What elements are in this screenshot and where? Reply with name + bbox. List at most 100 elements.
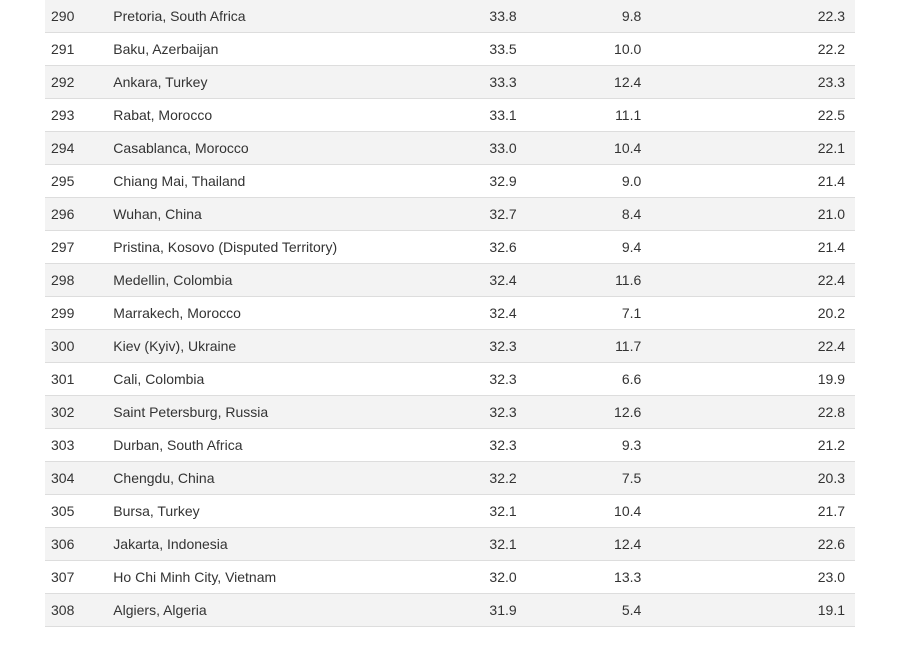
table-row: 291Baku, Azerbaijan33.510.022.2 xyxy=(45,33,855,66)
city-cell: Ankara, Turkey xyxy=(107,66,398,99)
value3-cell: 22.4 xyxy=(647,264,855,297)
value3-cell: 22.2 xyxy=(647,33,855,66)
value1-cell: 32.1 xyxy=(398,528,523,561)
rank-cell: 308 xyxy=(45,594,107,627)
rank-cell: 301 xyxy=(45,363,107,396)
value1-cell: 33.8 xyxy=(398,0,523,33)
value2-cell: 11.7 xyxy=(523,330,648,363)
value2-cell: 10.4 xyxy=(523,495,648,528)
value3-cell: 19.1 xyxy=(647,594,855,627)
value3-cell: 21.2 xyxy=(647,429,855,462)
rank-cell: 299 xyxy=(45,297,107,330)
rank-cell: 293 xyxy=(45,99,107,132)
city-cell: Durban, South Africa xyxy=(107,429,398,462)
value3-cell: 22.4 xyxy=(647,330,855,363)
value2-cell: 7.1 xyxy=(523,297,648,330)
table-row: 297Pristina, Kosovo (Disputed Territory)… xyxy=(45,231,855,264)
table-row: 305Bursa, Turkey32.110.421.7 xyxy=(45,495,855,528)
city-cell: Cali, Colombia xyxy=(107,363,398,396)
value1-cell: 32.3 xyxy=(398,330,523,363)
value1-cell: 33.5 xyxy=(398,33,523,66)
value2-cell: 11.1 xyxy=(523,99,648,132)
value2-cell: 5.4 xyxy=(523,594,648,627)
value3-cell: 23.3 xyxy=(647,66,855,99)
rank-cell: 306 xyxy=(45,528,107,561)
table-row: 308Algiers, Algeria31.95.419.1 xyxy=(45,594,855,627)
rank-cell: 298 xyxy=(45,264,107,297)
table-row: 299Marrakech, Morocco32.47.120.2 xyxy=(45,297,855,330)
rank-cell: 307 xyxy=(45,561,107,594)
rank-cell: 292 xyxy=(45,66,107,99)
data-table: 290Pretoria, South Africa33.89.822.3291B… xyxy=(45,0,855,627)
value1-cell: 32.1 xyxy=(398,495,523,528)
table-row: 300Kiev (Kyiv), Ukraine32.311.722.4 xyxy=(45,330,855,363)
table-row: 304Chengdu, China32.27.520.3 xyxy=(45,462,855,495)
city-cell: Wuhan, China xyxy=(107,198,398,231)
value2-cell: 12.4 xyxy=(523,66,648,99)
value3-cell: 21.4 xyxy=(647,231,855,264)
value2-cell: 10.0 xyxy=(523,33,648,66)
value2-cell: 7.5 xyxy=(523,462,648,495)
rank-cell: 296 xyxy=(45,198,107,231)
value1-cell: 33.0 xyxy=(398,132,523,165)
value3-cell: 22.3 xyxy=(647,0,855,33)
value2-cell: 13.3 xyxy=(523,561,648,594)
table-row: 307Ho Chi Minh City, Vietnam32.013.323.0 xyxy=(45,561,855,594)
table-row: 301Cali, Colombia32.36.619.9 xyxy=(45,363,855,396)
city-cell: Medellin, Colombia xyxy=(107,264,398,297)
value3-cell: 22.6 xyxy=(647,528,855,561)
value2-cell: 10.4 xyxy=(523,132,648,165)
value2-cell: 11.6 xyxy=(523,264,648,297)
rank-cell: 295 xyxy=(45,165,107,198)
rank-cell: 300 xyxy=(45,330,107,363)
value3-cell: 23.0 xyxy=(647,561,855,594)
rank-cell: 305 xyxy=(45,495,107,528)
city-cell: Pretoria, South Africa xyxy=(107,0,398,33)
city-cell: Pristina, Kosovo (Disputed Territory) xyxy=(107,231,398,264)
city-cell: Marrakech, Morocco xyxy=(107,297,398,330)
value3-cell: 19.9 xyxy=(647,363,855,396)
table-row: 298Medellin, Colombia32.411.622.4 xyxy=(45,264,855,297)
value3-cell: 20.3 xyxy=(647,462,855,495)
value1-cell: 33.1 xyxy=(398,99,523,132)
value2-cell: 9.3 xyxy=(523,429,648,462)
table-row: 302Saint Petersburg, Russia32.312.622.8 xyxy=(45,396,855,429)
value1-cell: 32.2 xyxy=(398,462,523,495)
value2-cell: 12.6 xyxy=(523,396,648,429)
table-row: 293Rabat, Morocco33.111.122.5 xyxy=(45,99,855,132)
value1-cell: 32.6 xyxy=(398,231,523,264)
rank-cell: 290 xyxy=(45,0,107,33)
value1-cell: 32.4 xyxy=(398,297,523,330)
city-cell: Chiang Mai, Thailand xyxy=(107,165,398,198)
value1-cell: 32.3 xyxy=(398,429,523,462)
value3-cell: 21.7 xyxy=(647,495,855,528)
value1-cell: 33.3 xyxy=(398,66,523,99)
table-row: 290Pretoria, South Africa33.89.822.3 xyxy=(45,0,855,33)
city-cell: Chengdu, China xyxy=(107,462,398,495)
value1-cell: 32.0 xyxy=(398,561,523,594)
value2-cell: 9.0 xyxy=(523,165,648,198)
table-row: 306Jakarta, Indonesia32.112.422.6 xyxy=(45,528,855,561)
rank-cell: 302 xyxy=(45,396,107,429)
value1-cell: 32.7 xyxy=(398,198,523,231)
value3-cell: 22.1 xyxy=(647,132,855,165)
rank-cell: 294 xyxy=(45,132,107,165)
value1-cell: 31.9 xyxy=(398,594,523,627)
value1-cell: 32.3 xyxy=(398,396,523,429)
city-cell: Rabat, Morocco xyxy=(107,99,398,132)
table-row: 296Wuhan, China32.78.421.0 xyxy=(45,198,855,231)
value1-cell: 32.3 xyxy=(398,363,523,396)
value2-cell: 6.6 xyxy=(523,363,648,396)
city-cell: Jakarta, Indonesia xyxy=(107,528,398,561)
table-row: 295Chiang Mai, Thailand32.99.021.4 xyxy=(45,165,855,198)
city-cell: Baku, Azerbaijan xyxy=(107,33,398,66)
value3-cell: 22.8 xyxy=(647,396,855,429)
city-cell: Kiev (Kyiv), Ukraine xyxy=(107,330,398,363)
value2-cell: 8.4 xyxy=(523,198,648,231)
table-row: 294Casablanca, Morocco33.010.422.1 xyxy=(45,132,855,165)
value3-cell: 22.5 xyxy=(647,99,855,132)
city-cell: Casablanca, Morocco xyxy=(107,132,398,165)
value3-cell: 21.0 xyxy=(647,198,855,231)
rank-cell: 304 xyxy=(45,462,107,495)
city-cell: Ho Chi Minh City, Vietnam xyxy=(107,561,398,594)
